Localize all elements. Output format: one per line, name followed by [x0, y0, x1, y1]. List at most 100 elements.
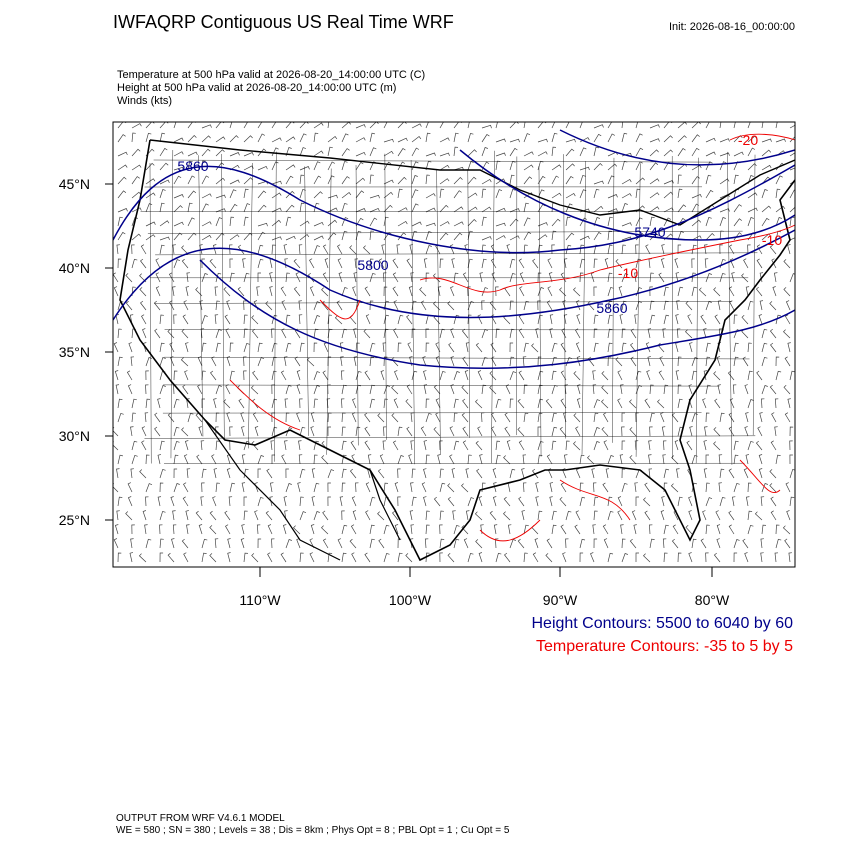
wind-barb: [369, 496, 376, 507]
wind-barb: [251, 553, 259, 563]
wind-barb: [453, 412, 458, 423]
wind-barb: [702, 510, 707, 521]
wind-barb: [559, 287, 567, 297]
wind-barb: [691, 147, 700, 157]
wind-barb: [341, 230, 348, 241]
wind-barb: [169, 300, 175, 311]
wind-barb: [173, 221, 184, 227]
wind-barb: [718, 482, 722, 493]
wind-barb: [733, 122, 736, 129]
wind-barb: [602, 524, 609, 535]
wind-barb: [630, 356, 637, 367]
wind-barb: [649, 538, 655, 549]
wind-barb: [145, 496, 149, 507]
wind-barb: [629, 399, 637, 409]
state-line: [221, 153, 225, 440]
wind-barb: [351, 412, 357, 423]
wind-barb: [353, 328, 357, 339]
wind-barb: [560, 524, 567, 535]
wind-barb: [351, 454, 357, 465]
wind-barb: [760, 552, 764, 563]
wind-barb: [537, 287, 545, 297]
wind-barb: [145, 234, 156, 241]
wind-barb: [462, 272, 469, 283]
wind-barb: [705, 412, 710, 423]
wind-barb: [549, 328, 553, 339]
wind-barb: [675, 342, 679, 353]
wind-barb: [353, 272, 357, 283]
wind-barb: [649, 286, 653, 297]
wind-barb: [593, 217, 601, 227]
wind-barb: [648, 440, 652, 451]
wind-barb: [663, 149, 673, 157]
wind-barb: [745, 454, 749, 465]
wind-barb: [285, 468, 289, 479]
wind-barb: [619, 314, 623, 325]
wind-barb: [705, 482, 710, 493]
wind-barb: [243, 152, 254, 157]
wind-barb: [605, 468, 610, 479]
wind-barb: [783, 287, 791, 297]
wind-barb: [435, 398, 441, 409]
wind-barb: [593, 538, 598, 549]
wind-barb: [663, 217, 671, 227]
wind-barb: [145, 454, 150, 465]
wind-barb: [393, 398, 399, 409]
wind-barb: [382, 342, 387, 353]
wind-barb: [352, 286, 357, 297]
wind-barb: [269, 496, 273, 507]
wind-barb: [517, 398, 525, 409]
wind-barb: [537, 234, 548, 241]
wind-barb: [226, 412, 231, 423]
wind-barb: [449, 426, 455, 437]
wind-barb: [474, 511, 483, 521]
wind-barb: [299, 133, 307, 143]
wind-barb: [271, 426, 278, 437]
wind-barb: [660, 510, 665, 521]
wind-barb: [423, 370, 427, 381]
wind-barb: [495, 328, 500, 339]
wind-barb: [453, 314, 460, 325]
wind-barb: [242, 258, 246, 269]
wind-barb: [425, 231, 432, 241]
wind-barb: [575, 468, 581, 479]
wind-barb: [719, 208, 730, 213]
wind-barb: [439, 152, 450, 157]
wind-barb: [519, 272, 525, 283]
wind-barb: [453, 272, 459, 283]
wind-barb: [271, 538, 275, 549]
wind-barb: [716, 356, 721, 367]
wind-barb: [607, 510, 614, 521]
wind-barb: [298, 314, 303, 325]
wind-barb: [138, 553, 147, 563]
wind-barb: [408, 454, 413, 465]
wind-barb: [173, 426, 180, 437]
field-label: Winds (kts): [117, 95, 172, 107]
wind-barb: [495, 235, 506, 241]
wind-barb: [741, 315, 749, 325]
wind-barb: [495, 454, 501, 465]
wind-barb: [117, 216, 123, 227]
wind-barb: [299, 174, 305, 185]
wind-barb: [691, 258, 695, 269]
wind-barb: [635, 133, 643, 143]
wind-barb: [509, 235, 520, 241]
wind-barb: [621, 132, 628, 143]
wind-barb: [183, 300, 189, 311]
wind-barb: [775, 370, 782, 381]
wind-barb: [369, 356, 375, 367]
wind-barb: [425, 510, 430, 521]
wind-barb: [733, 135, 743, 143]
wind-barb: [282, 524, 287, 535]
wind-barb: [298, 300, 302, 311]
wind-barb: [187, 202, 193, 213]
wind-barb: [537, 384, 543, 395]
wind-barb: [646, 370, 651, 381]
wind-barb: [425, 193, 436, 199]
wind-barb: [658, 370, 665, 381]
wind-barb: [341, 398, 345, 409]
wind-barb: [733, 440, 739, 451]
wind-barb: [257, 204, 267, 213]
state-line: [162, 412, 702, 414]
wind-barb: [509, 188, 516, 199]
